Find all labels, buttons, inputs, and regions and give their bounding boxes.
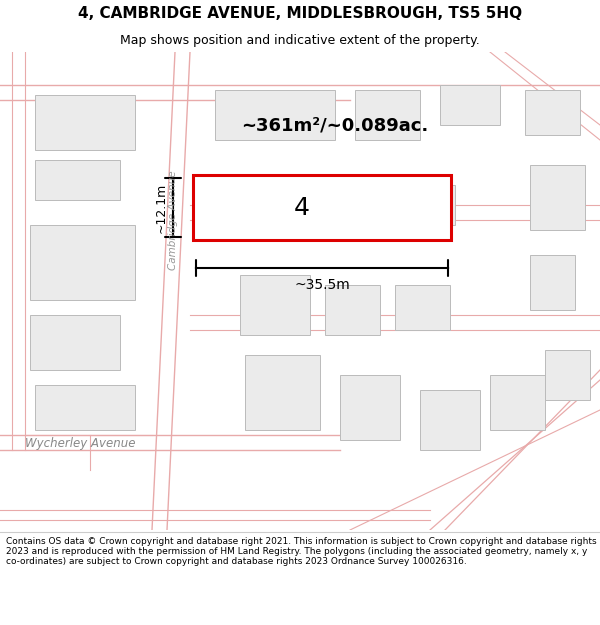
Bar xyxy=(35,95,135,150)
Text: ~35.5m: ~35.5m xyxy=(294,278,350,292)
Bar xyxy=(325,285,380,335)
Bar xyxy=(395,285,450,330)
Text: Contains OS data © Crown copyright and database right 2021. This information is : Contains OS data © Crown copyright and d… xyxy=(6,537,596,566)
Bar xyxy=(355,90,420,140)
Bar xyxy=(530,165,585,230)
Text: ~12.1m: ~12.1m xyxy=(155,182,168,232)
Bar xyxy=(240,275,310,335)
Bar xyxy=(545,350,590,400)
Bar xyxy=(35,385,135,430)
Text: Wycherley Avenue: Wycherley Avenue xyxy=(25,436,135,449)
Bar xyxy=(490,375,545,430)
Bar xyxy=(193,175,451,240)
Text: ~361m²/~0.089ac.: ~361m²/~0.089ac. xyxy=(241,116,428,134)
Text: 4, CAMBRIDGE AVENUE, MIDDLESBROUGH, TS5 5HQ: 4, CAMBRIDGE AVENUE, MIDDLESBROUGH, TS5 … xyxy=(78,6,522,21)
Bar xyxy=(30,315,120,370)
Bar xyxy=(440,85,500,125)
Bar xyxy=(400,185,455,225)
Text: Map shows position and indicative extent of the property.: Map shows position and indicative extent… xyxy=(120,34,480,47)
Bar xyxy=(215,90,335,140)
Bar xyxy=(530,255,575,310)
Text: 4: 4 xyxy=(293,196,310,219)
Bar xyxy=(245,355,320,430)
Bar xyxy=(525,90,580,135)
Bar xyxy=(420,390,480,450)
Bar xyxy=(30,225,135,300)
Bar xyxy=(35,160,120,200)
Text: Cambridge Avenue: Cambridge Avenue xyxy=(167,170,178,270)
Bar xyxy=(340,375,400,440)
